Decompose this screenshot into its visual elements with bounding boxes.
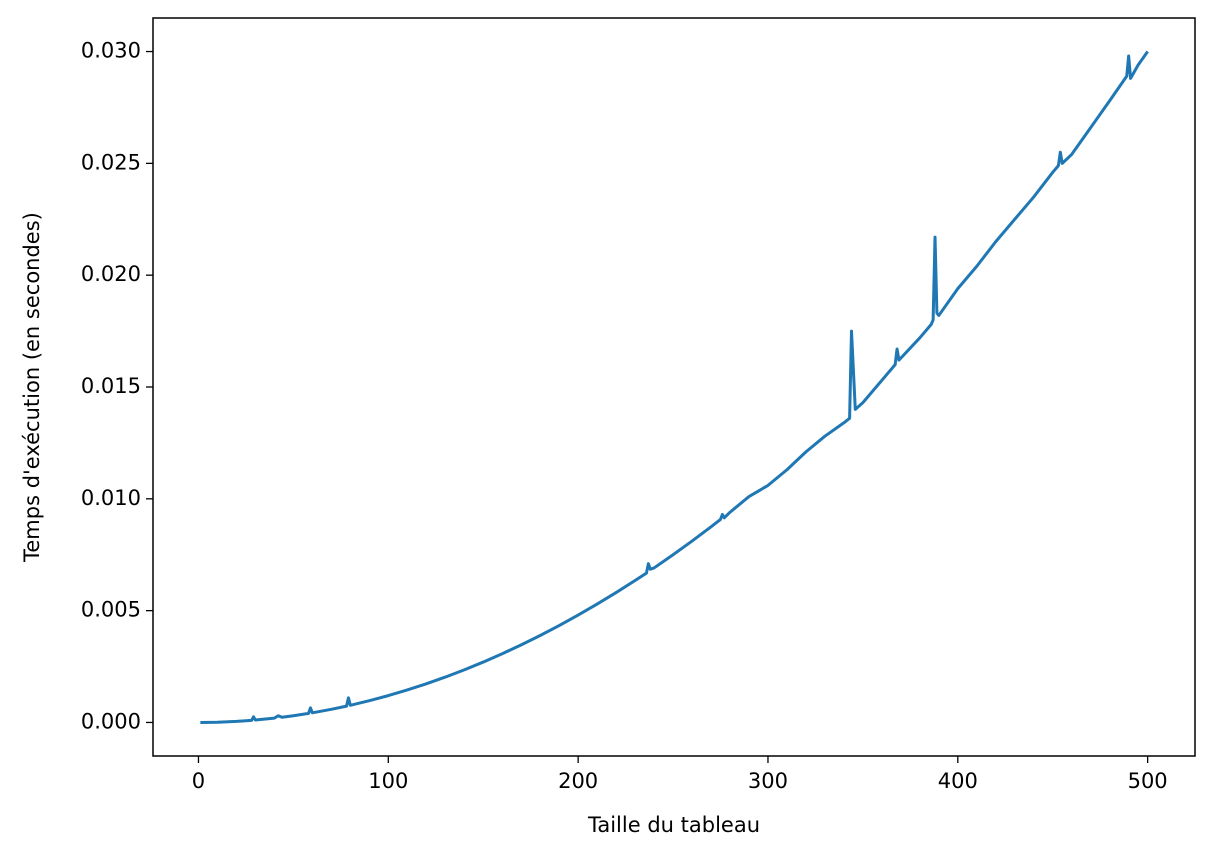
plot-frame: [152, 17, 1196, 757]
y-axis-label: Temps d'exécution (en secondes): [20, 212, 44, 563]
y-tick-label: 0.000: [81, 709, 141, 733]
y-tick-label: 0.020: [81, 262, 141, 286]
x-tick-label: 300: [748, 769, 788, 793]
data-line: [200, 50, 1149, 724]
x-tick-label: 200: [558, 769, 598, 793]
y-tick-label: 0.030: [81, 39, 141, 63]
x-axis-label: Taille du tableau: [587, 813, 760, 837]
x-tick-label: 0: [192, 769, 205, 793]
x-tick-label: 100: [368, 769, 408, 793]
y-tick-label: 0.025: [81, 150, 141, 174]
y-tick-label: 0.010: [81, 486, 141, 510]
x-tick-label: 500: [1128, 769, 1168, 793]
y-tick-label: 0.015: [81, 374, 141, 398]
x-tick-label: 400: [938, 769, 978, 793]
y-tick-label: 0.005: [81, 598, 141, 622]
